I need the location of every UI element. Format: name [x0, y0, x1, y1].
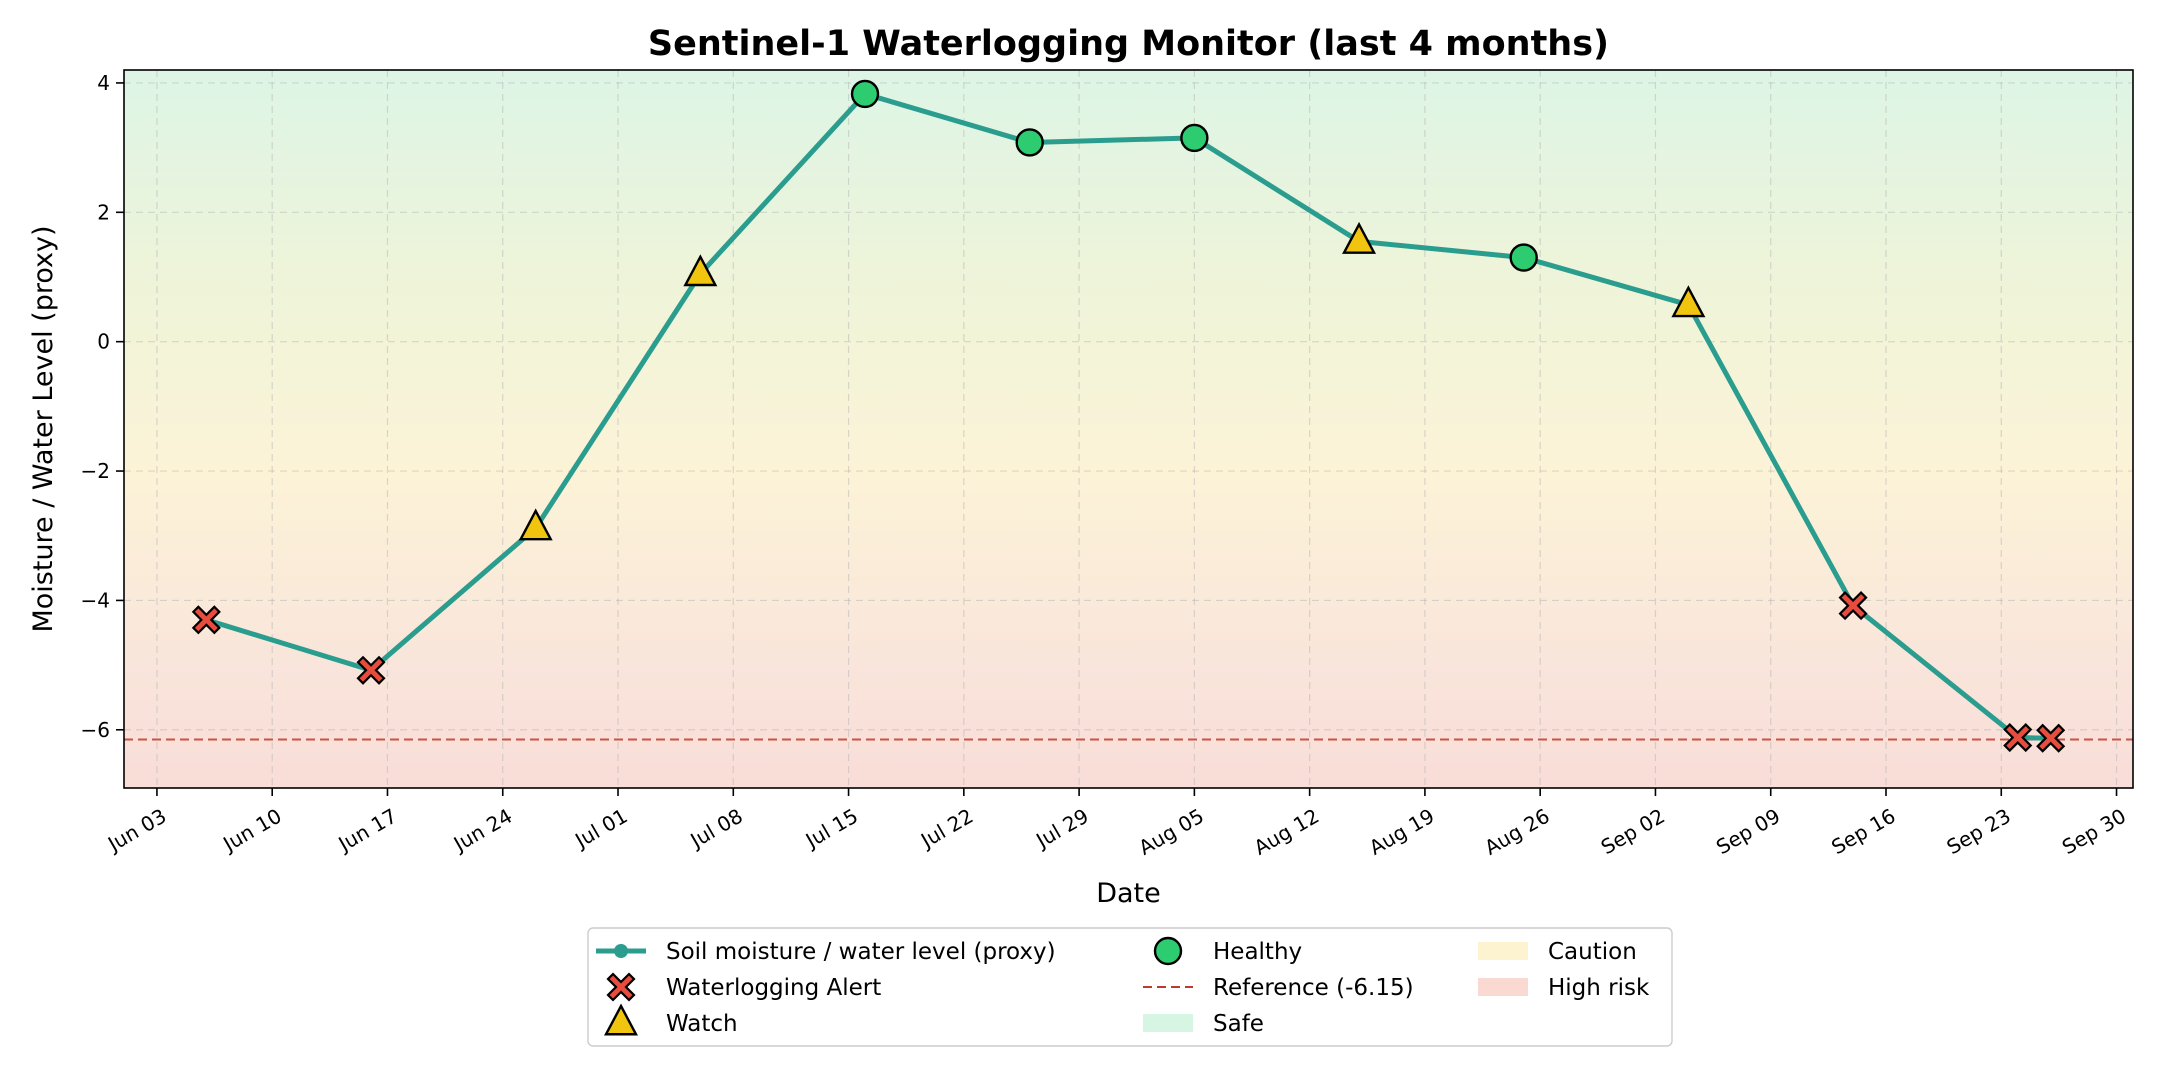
y-tick-label: 0 [97, 330, 110, 354]
y-axis-title: Moisture / Water Level (proxy) [28, 225, 59, 632]
y-axis-ticks: 4 2 0 −2 −4 −6 [81, 71, 124, 742]
x-tick-label: Aug 05 [1135, 804, 1208, 860]
data-point-watch [1671, 285, 1706, 318]
data-point-healthy [1180, 123, 1209, 153]
legend-zone-swatch [1478, 978, 1528, 996]
legend-marker-alert [606, 972, 636, 1002]
legend-zone-swatch [1478, 942, 1528, 960]
x-tick-label: Jul 15 [800, 804, 862, 854]
x-tick-label: Aug 12 [1250, 804, 1323, 860]
chart-title: Sentinel-1 Waterlogging Monitor (last 4 … [648, 24, 1609, 64]
legend-label: Waterlogging Alert [666, 975, 881, 1001]
legend-label: Healthy [1213, 939, 1302, 965]
data-point-alert [2003, 722, 2033, 753]
legend: Soil moisture / water level (proxy) Water… [587, 927, 1673, 1047]
data-point-alert [2036, 723, 2066, 753]
x-tick-label: Jun 17 [333, 804, 401, 857]
data-point-alert [1838, 591, 1868, 621]
data-point-alert [356, 655, 386, 685]
y-tick-label: −4 [81, 588, 110, 612]
x-tick-label: Sep 16 [1827, 804, 1899, 860]
legend-label: Soil moisture / water level (proxy) [666, 939, 1056, 965]
x-tick-label: Jul 29 [1030, 804, 1092, 854]
legend-line-dot [614, 944, 628, 958]
x-tick-label: Sep 23 [1943, 804, 2015, 860]
y-tick-label: −6 [81, 718, 110, 742]
x-tick-label: Sep 02 [1597, 804, 1669, 860]
data-point-healthy [850, 79, 880, 109]
legend-label: Safe [1213, 1011, 1264, 1037]
legend-label: Caution [1548, 939, 1637, 965]
legend-marker-watch [604, 1003, 638, 1036]
legend-zone-swatch [1143, 1014, 1193, 1032]
legend-box [587, 927, 1673, 1047]
data-point-watch [683, 254, 718, 287]
y-tick-label: 2 [97, 200, 110, 224]
x-tick-label: Jul 01 [569, 804, 631, 854]
data-point-watch [518, 508, 553, 541]
y-tick-label: −2 [81, 459, 110, 483]
plot-background [124, 70, 2133, 788]
marker-layer [191, 79, 2066, 753]
data-point-alert [191, 605, 221, 635]
x-tick-label: Jul 08 [685, 804, 747, 854]
legend-label: Watch [666, 1011, 738, 1037]
y-tick-label: 4 [97, 71, 110, 95]
x-tick-label: Aug 26 [1480, 804, 1553, 860]
x-tick-label: Jun 03 [102, 804, 170, 857]
legend-label: High risk [1548, 975, 1650, 1001]
plot-frame [123, 69, 2134, 789]
data-point-watch [1342, 221, 1377, 254]
x-tick-label: Jun 10 [217, 804, 285, 857]
x-tick-label: Sep 30 [2058, 804, 2130, 860]
x-tick-label: Jul 22 [915, 804, 977, 854]
grid-lines [124, 70, 2133, 788]
x-tick-label: Jun 24 [448, 804, 516, 857]
data-point-healthy [1509, 243, 1538, 272]
data-point-healthy [1015, 128, 1044, 157]
x-tick-label: Sep 09 [1712, 804, 1784, 860]
x-axis-title: Date [1096, 878, 1161, 909]
legend-label: Reference (-6.15) [1213, 975, 1414, 1001]
legend-marker-healthy [1153, 936, 1183, 966]
x-tick-label: Aug 19 [1365, 804, 1438, 860]
x-axis-ticks: Jun 03 Jun 10 Jun 17 Jun 24 Jul 01 Jul 08 Jul … [102, 788, 2130, 860]
